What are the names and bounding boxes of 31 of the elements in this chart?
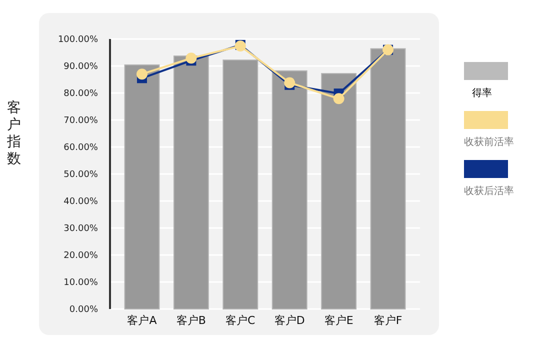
point: [186, 52, 197, 64]
y-tick-label: 80.00%: [64, 89, 98, 100]
bar: [222, 60, 258, 310]
y-tick-label: 30.00%: [64, 224, 98, 234]
y-tick-label: 50.00%: [64, 170, 98, 180]
legend-label: 收获后活率: [464, 185, 514, 197]
y-tick-label: 70.00%: [64, 116, 98, 126]
y-tick-label: 60.00%: [64, 143, 98, 154]
bar: [272, 70, 308, 310]
x-tick-label: 客户B: [176, 314, 206, 327]
y-tick-label: 0.00%: [69, 305, 98, 316]
y-tick-label: 20.00%: [64, 251, 98, 262]
x-tick-label: 客户F: [374, 314, 402, 327]
bar: [321, 73, 357, 310]
x-tick-label: 客户A: [127, 314, 158, 327]
x-tick-label: 客户C: [226, 314, 256, 327]
legend-label: 收获前活率: [464, 136, 514, 148]
point: [333, 93, 344, 104]
y-axis-title: 客户指数: [6, 100, 21, 167]
x-tick-label: 客户E: [324, 314, 354, 327]
y-tick-label: 100.00%: [58, 35, 98, 46]
y-tick-label: 40.00%: [64, 197, 98, 208]
x-tick-label: 客户D: [274, 314, 305, 327]
point: [284, 77, 296, 88]
y-tick-label: 10.00%: [64, 278, 98, 288]
bar: [173, 56, 209, 310]
point: [136, 68, 148, 80]
bar: [124, 64, 160, 310]
y-tick-label: 90.00%: [64, 62, 98, 72]
legend-label: 得率: [472, 87, 492, 99]
bar: [370, 48, 406, 310]
